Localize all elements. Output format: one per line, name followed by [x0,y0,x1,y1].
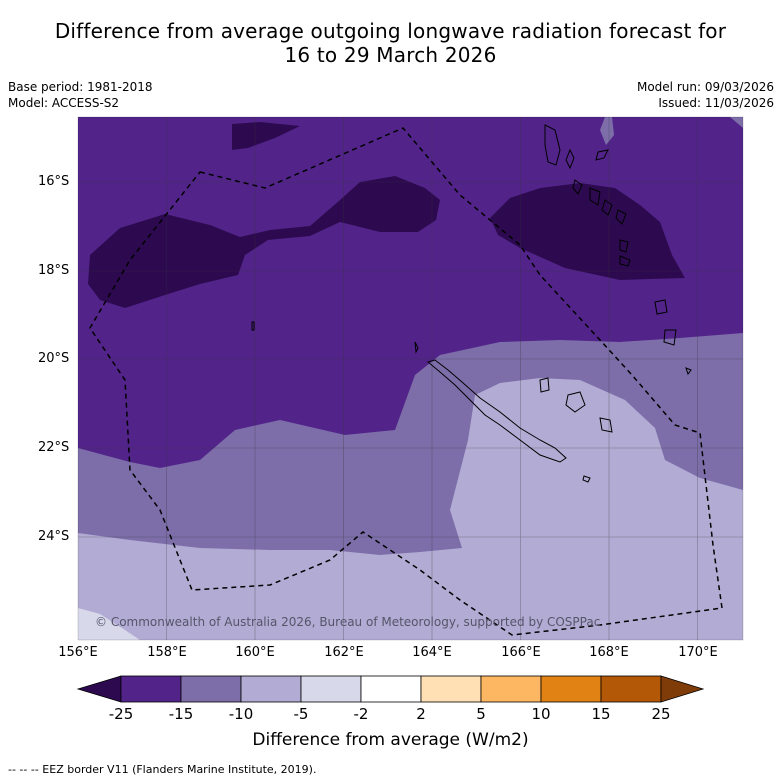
graticule [78,117,743,640]
colorbar-tick: -15 [168,705,194,723]
colorbar-tick: 25 [651,705,671,723]
lat-label: 20°S [38,351,70,366]
vanuatu-espiritu-santo [544,124,561,166]
colorbar [76,675,705,703]
title-line-1: Difference from average outgoing longwav… [54,19,727,43]
colorbar-cell [360,675,422,703]
colorbar-cell [180,675,242,703]
colorbar-title: Difference from average (W/m2) [252,730,529,750]
map-plot: © Commonwealth of Australia 2026, Bureau… [78,117,743,640]
lon-label: 166°E [501,645,541,660]
colorbar-cell [540,675,602,703]
anomaly-blob-north [232,122,300,150]
colorbar-tick: 10 [531,705,551,723]
lon-label: 164°E [412,645,452,660]
lat-label: 24°S [38,529,70,544]
lon-label: 158°E [147,645,187,660]
colorbar-cell [120,675,182,703]
colorbar-tick: 15 [591,705,611,723]
colorbar-cell [420,675,482,703]
lon-label: 162°E [324,645,364,660]
eez-legend-note: -- -- -- EEZ border V11 (Flanders Marine… [8,763,317,776]
lon-label: 168°E [589,645,629,660]
colorbar-tick: -5 [293,705,309,723]
map-title: Difference from average outgoing longwav… [0,19,781,67]
eez-border [89,127,723,636]
new-caledonia [426,359,567,463]
colorbar-cell [600,675,662,703]
model-name: Model: ACCESS-S2 [8,96,120,110]
anomaly-blob-east [490,183,685,280]
colorbar-cell [300,675,362,703]
loyalty-islands [539,377,613,433]
meta-left: Base period: 1981-2018 Model: ACCESS-S2 [8,79,153,111]
lon-label: 160°E [235,645,275,660]
colorbar-tick: 2 [416,705,426,723]
colorbar-extend-low [76,675,122,703]
lon-label: 170°E [678,645,718,660]
colorbar-tick: -2 [353,705,369,723]
lat-label: 22°S [38,440,70,455]
colorbar-cell [240,675,302,703]
copyright-notice: © Commonwealth of Australia 2026, Bureau… [95,615,600,629]
colorbar-tick: 5 [476,705,486,723]
small-islands [251,299,692,483]
vanuatu-islands [565,148,631,267]
lat-label: 16°S [38,174,70,189]
anomaly-patch-corner [730,117,743,128]
anomaly-band-neutral [78,608,140,640]
meta-right: Model run: 09/03/2026 Issued: 11/03/2026 [637,79,774,111]
anomaly-blob-west [88,176,440,308]
map-frame [77,116,744,641]
colorbar-cell [480,675,542,703]
anomaly-patch-top [600,117,614,145]
colorbar-tick: -10 [228,705,254,723]
colorbar-tick: -25 [108,705,134,723]
anomaly-band-light [78,378,743,640]
issued-date: Issued: 11/03/2026 [658,96,774,110]
model-run: Model run: 09/03/2026 [636,80,774,94]
lon-label: 156°E [58,645,98,660]
title-line-2: 16 to 29 March 2026 [284,43,497,67]
coastlines [251,124,692,483]
lat-label: 18°S [38,263,70,278]
base-period: Base period: 1981-2018 [8,80,153,94]
colorbar-extend-high [660,675,705,703]
